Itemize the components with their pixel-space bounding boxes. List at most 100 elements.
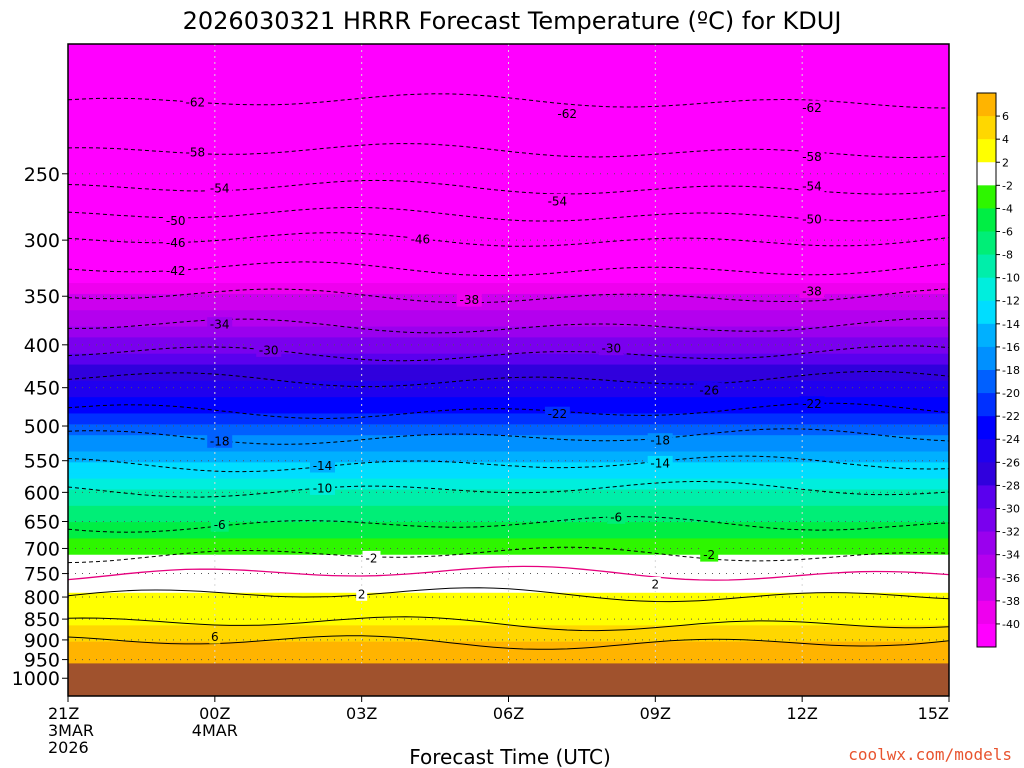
colorbar-label: -2 [1002,179,1013,192]
temp-band [68,223,949,230]
isotherm-line [68,261,949,277]
contour-label-text: -42 [166,264,186,278]
contour-label-bg [163,213,189,228]
temp-band [68,571,949,578]
temp-band [68,598,949,605]
contour-label-bg [696,382,722,397]
temp-band [68,217,949,225]
colorbar-label: -40 [1002,618,1020,631]
contour-label-bg [310,480,335,495]
colorbar-swatch [977,485,996,509]
contour-label: -34 [207,317,233,332]
contour-label-bg [362,550,381,565]
contour-label: -62 [554,106,580,121]
contour-label-bg [182,144,208,159]
colorbar-label: 2 [1002,156,1009,169]
contour-label: -50 [163,213,189,228]
colorbar-label: -26 [1002,456,1020,469]
temp-band [68,283,949,290]
colorbar-swatch [977,346,996,371]
temp-band [68,266,949,273]
x-tick-label: 3MAR [48,721,94,740]
temp-band [68,190,949,197]
colorbar-label: -22 [1002,410,1020,423]
temp-band [68,315,949,322]
contour-label: -26 [696,382,722,397]
contour-label-bg [163,263,189,278]
y-tick-label: 600 [24,482,60,504]
temp-band [68,380,949,388]
contour-label-bg [799,149,825,164]
contour-label: -58 [182,144,208,159]
temp-band [68,549,949,556]
contour-label: -62 [182,95,208,110]
colorbar-label: -14 [1002,318,1020,331]
temp-band [68,435,949,442]
temp-band [68,505,949,513]
x-tick-label: 03Z [346,704,377,723]
y-axis: 2503003504004505005506006507007508008509… [12,164,68,690]
contour-label-text: -22 [802,397,822,411]
contour-label: -22 [544,406,570,421]
colorbar-label: -32 [1002,526,1020,539]
x-tick-label: 2026 [48,738,89,757]
contour-label-bg [607,509,626,524]
contour-label-text: -54 [802,180,822,194]
temp-band [68,277,949,284]
temp-band [68,310,949,317]
temp-band [68,76,949,83]
contour-label-text: -38 [802,284,822,298]
y-tick-label: 1000 [12,668,60,690]
colorbar-label: -36 [1002,572,1020,585]
y-tick-label: 700 [24,539,60,561]
contour-label-text: -22 [548,407,568,421]
temp-band [68,538,949,545]
colorbar-swatch [977,116,996,140]
colorbar-swatch [977,162,996,186]
colorbar-label: -6 [1002,226,1013,239]
temp-band [68,196,949,203]
y-tick-label: 950 [24,650,60,672]
x-tick-label: 4MAR [192,721,238,740]
contour-label-text: -38 [459,293,479,307]
contour-label: -50 [799,212,825,227]
isotherm-line [68,345,949,362]
y-tick-label: 300 [24,230,60,252]
x-tick-label: 00Z [199,704,230,723]
contour-label-bg [407,231,433,246]
isotherm-line [68,288,949,304]
contour-label-bg [456,292,482,307]
temp-band [68,82,949,89]
colorbar-label: -24 [1002,433,1020,446]
colorbar-swatch [977,208,996,232]
colorbar-swatch [977,577,996,602]
y-tick-label: 750 [24,564,60,586]
contour-label-text: -54 [210,182,230,196]
contour-label-bg [799,212,825,227]
contour-label: -38 [799,283,825,298]
colorbar-swatch [977,531,996,556]
temp-band [68,250,949,257]
x-axis-label: Forecast Time (UTC) [409,745,611,768]
colorbar-label: -20 [1002,387,1020,400]
y-tick-label: 650 [24,512,60,534]
temp-band [68,625,949,632]
colorbar-swatch [977,300,996,325]
colorbar-label: -34 [1002,549,1020,562]
contour-label-bg [209,629,221,644]
y-tick-label: 350 [24,286,60,308]
x-tick-label: 06Z [493,704,524,723]
colorbar-label: -16 [1002,341,1020,354]
temp-band [68,619,949,627]
colorbar-swatch [977,139,996,163]
temp-band [68,391,949,398]
contour-label-bg [799,179,825,194]
y-tick-label: 850 [24,609,60,631]
temp-band [68,511,949,518]
colorbar-swatch [977,323,996,348]
contour-label-text: -46 [166,236,186,250]
contour-label-text: -18 [210,434,230,448]
contour-label-bg [598,341,624,356]
